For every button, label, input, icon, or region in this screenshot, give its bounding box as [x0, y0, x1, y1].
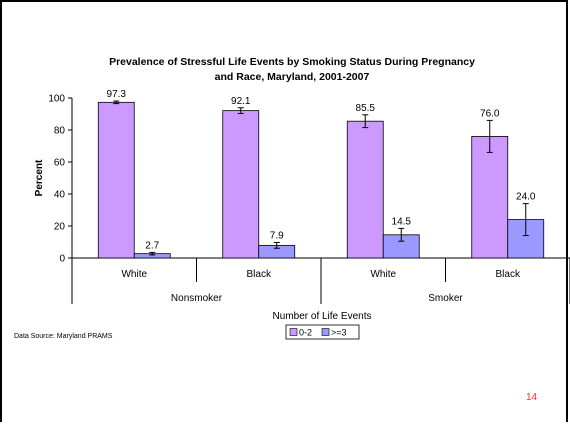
y-tick-label: 0 — [59, 254, 65, 265]
x-category-label: White — [121, 269, 147, 280]
legend-swatch-3-plus — [321, 328, 330, 336]
chart-title-line-2: and Race, Maryland, 2001-2007 — [215, 71, 370, 83]
legend-swatch-0-2 — [289, 328, 298, 336]
y-tick-label: 80 — [54, 126, 66, 137]
data-label: 24.0 — [516, 192, 536, 203]
y-tick-label: 100 — [48, 94, 65, 105]
y-tick-label: 20 — [54, 222, 66, 233]
y-axis-title: Percent — [34, 159, 45, 196]
data-label: 85.5 — [356, 103, 376, 114]
data-label: 97.3 — [107, 89, 127, 100]
x-group-label: Nonsmoker — [171, 293, 223, 304]
data-source-note: Data Source: Maryland PRAMS — [14, 333, 113, 340]
chart-title-line-1: Prevalence of Stressful Life Events by S… — [109, 56, 475, 68]
bar-chart: Prevalence of Stressful Life Events by S… — [34, 56, 570, 340]
bar-events-0-2 — [471, 135, 509, 259]
data-label: 92.1 — [231, 96, 251, 107]
x-category-label: Black — [247, 269, 272, 280]
y-tick-label: 60 — [54, 158, 66, 169]
y-tick-label: 40 — [54, 190, 66, 201]
legend-label-3-plus: >=3 — [331, 328, 347, 338]
x-category-label: Black — [496, 269, 521, 280]
bar-events-0-2 — [222, 110, 260, 259]
bar-events-0-2 — [346, 120, 384, 259]
slide-number: 14 — [526, 392, 538, 403]
x-group-label: Smoker — [428, 293, 463, 304]
plot-area: 0 20 40 60 80 100 White Black White Black Nonsmoke… — [48, 89, 570, 304]
data-label: 2.7 — [145, 240, 159, 251]
x-category-label: White — [370, 269, 396, 280]
data-label: 76.0 — [480, 108, 500, 119]
legend-label-0-2: 0-2 — [299, 328, 312, 338]
x-axis-title: Number of Life Events — [273, 311, 372, 322]
data-label: 7.9 — [270, 230, 284, 241]
legend: 0-2 >=3 — [285, 324, 360, 340]
data-label: 14.5 — [392, 216, 412, 227]
bar-events-0-2 — [97, 101, 135, 259]
